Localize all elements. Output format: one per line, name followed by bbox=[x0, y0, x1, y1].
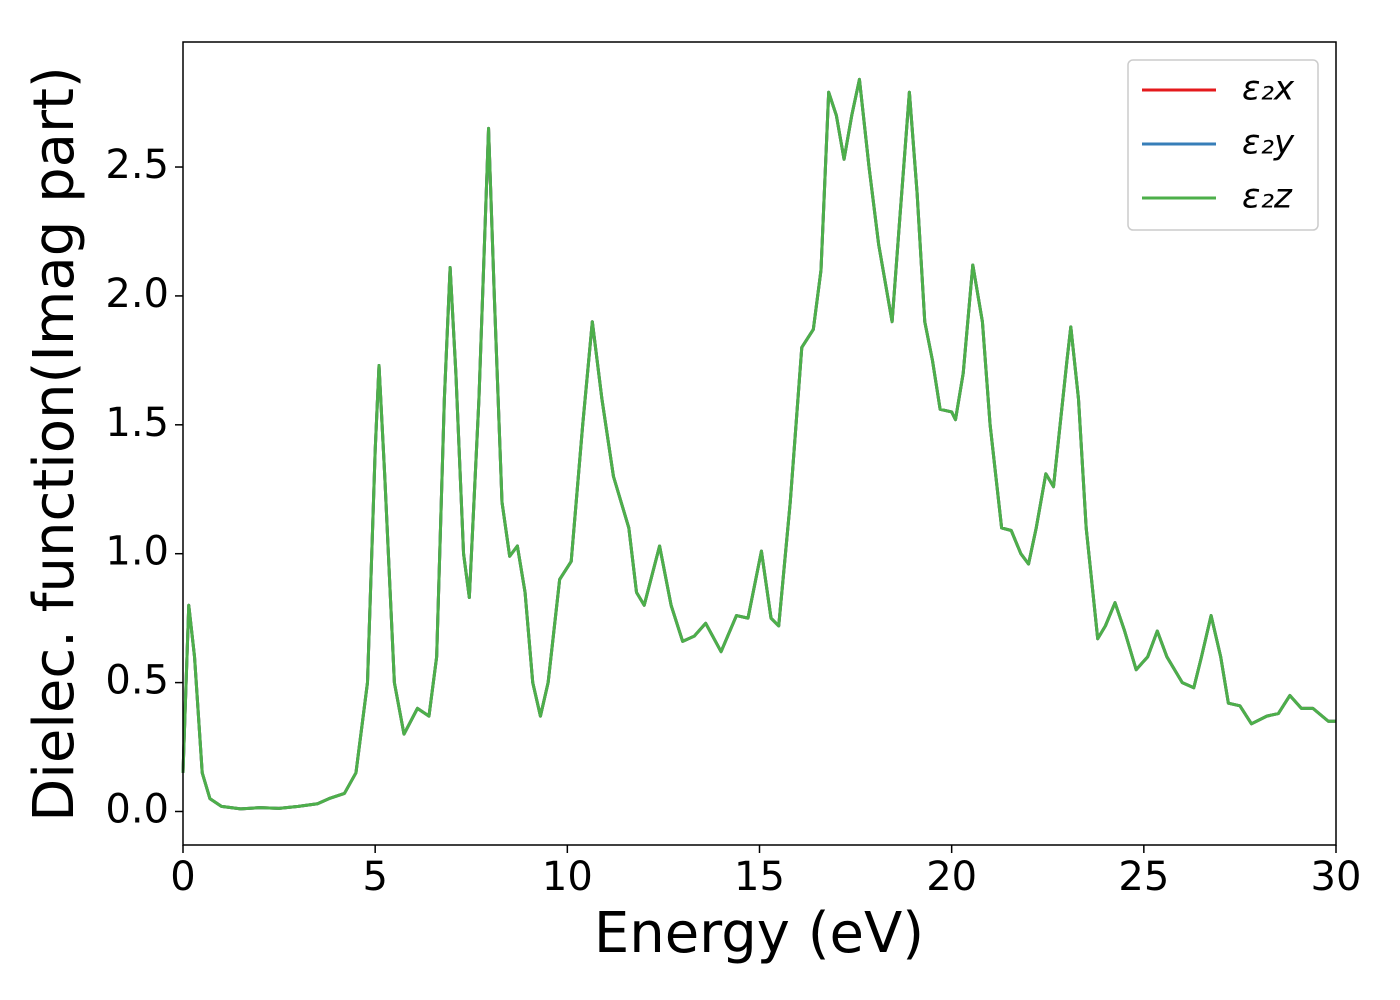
x-tick-label: 30 bbox=[1311, 854, 1362, 900]
y-tick-label: 2.0 bbox=[105, 271, 169, 317]
x-tick-label: 15 bbox=[734, 854, 785, 900]
x-axis-label: Energy (eV) bbox=[594, 901, 924, 966]
x-tick-label: 25 bbox=[1118, 854, 1169, 900]
x-tick-label: 0 bbox=[170, 854, 195, 900]
legend-box bbox=[1127, 59, 1319, 231]
plot-frame bbox=[182, 41, 1337, 846]
y-axis-label: Dielec. function(Imag part) bbox=[22, 66, 87, 822]
y-tick-label: 0.0 bbox=[105, 786, 169, 832]
legend-label: ε₂z bbox=[1242, 177, 1293, 217]
x-tick-label: 10 bbox=[542, 854, 593, 900]
y-tick-label: 0.5 bbox=[105, 658, 169, 704]
x-tick-label: 20 bbox=[926, 854, 977, 900]
y-tick-label: 1.5 bbox=[105, 400, 169, 446]
legend-label: ε₂y bbox=[1242, 123, 1295, 163]
legend-label: ε₂x bbox=[1242, 69, 1295, 109]
y-tick-label: 1.0 bbox=[105, 529, 169, 575]
y-tick-label: 2.5 bbox=[105, 142, 169, 188]
x-tick-label: 5 bbox=[362, 854, 387, 900]
series-line bbox=[181, 77, 1336, 811]
